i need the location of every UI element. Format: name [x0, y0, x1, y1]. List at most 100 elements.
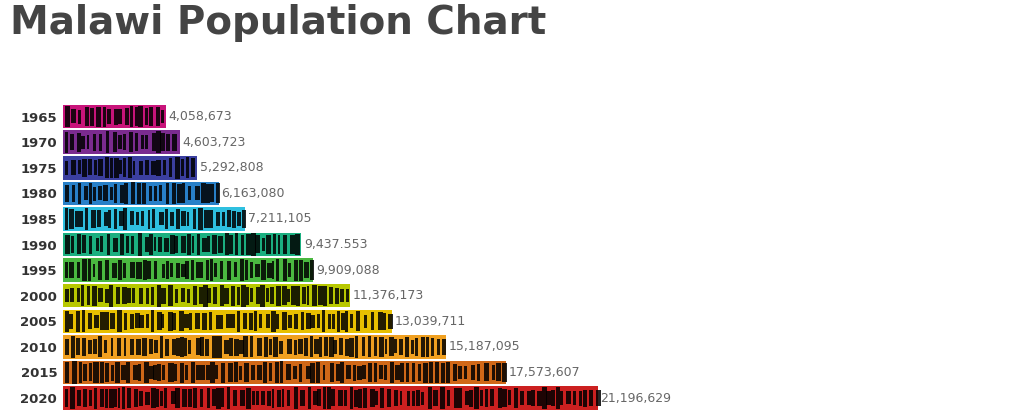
- Bar: [423, 363, 428, 383]
- Bar: [254, 311, 257, 332]
- Bar: [160, 391, 164, 405]
- Text: Malawi Population Chart: Malawi Population Chart: [10, 4, 547, 42]
- Bar: [291, 286, 296, 305]
- Bar: [271, 310, 275, 332]
- Bar: [111, 365, 114, 381]
- Bar: [349, 387, 353, 409]
- Bar: [157, 364, 161, 381]
- Bar: [327, 387, 331, 409]
- Bar: [109, 285, 114, 307]
- Bar: [220, 315, 223, 329]
- Bar: [131, 236, 134, 254]
- Bar: [433, 390, 438, 406]
- Bar: [139, 315, 144, 328]
- Bar: [184, 338, 187, 356]
- Bar: [205, 339, 209, 356]
- Bar: [275, 314, 279, 329]
- Bar: [89, 183, 92, 204]
- Bar: [100, 237, 102, 252]
- Bar: [255, 264, 259, 277]
- Bar: [66, 361, 70, 383]
- Bar: [104, 289, 110, 303]
- Bar: [63, 386, 598, 410]
- Bar: [170, 263, 172, 277]
- Bar: [242, 285, 247, 307]
- Bar: [77, 234, 82, 254]
- Bar: [104, 388, 108, 408]
- Bar: [346, 289, 349, 303]
- Bar: [162, 264, 165, 278]
- Bar: [133, 365, 138, 380]
- Bar: [131, 288, 135, 303]
- Bar: [79, 183, 81, 204]
- Bar: [296, 234, 300, 255]
- Bar: [490, 389, 494, 406]
- Bar: [240, 259, 245, 281]
- Bar: [165, 209, 168, 229]
- Bar: [206, 365, 210, 380]
- Bar: [191, 158, 196, 177]
- Bar: [71, 236, 75, 253]
- Bar: [141, 212, 144, 226]
- Bar: [207, 388, 210, 408]
- Bar: [331, 389, 335, 406]
- Bar: [180, 363, 184, 383]
- Bar: [169, 159, 172, 177]
- Bar: [153, 365, 158, 380]
- Bar: [138, 288, 143, 304]
- Bar: [119, 160, 122, 174]
- Bar: [273, 234, 275, 254]
- Bar: [282, 389, 285, 407]
- Bar: [252, 391, 255, 405]
- Bar: [219, 285, 223, 306]
- Bar: [355, 336, 357, 358]
- Bar: [221, 388, 224, 407]
- Bar: [154, 339, 158, 354]
- Bar: [340, 362, 344, 383]
- Bar: [157, 131, 161, 153]
- Bar: [263, 361, 266, 383]
- Bar: [294, 314, 298, 329]
- Bar: [100, 312, 104, 330]
- Bar: [531, 390, 536, 406]
- Bar: [103, 339, 108, 353]
- Bar: [110, 158, 114, 178]
- Bar: [266, 235, 270, 254]
- Bar: [387, 388, 391, 407]
- Bar: [237, 287, 240, 305]
- Bar: [87, 340, 92, 354]
- Bar: [145, 392, 150, 405]
- Bar: [89, 363, 91, 381]
- Text: 15,187,095: 15,187,095: [449, 340, 520, 353]
- Bar: [224, 234, 229, 256]
- Bar: [465, 391, 469, 405]
- Bar: [306, 313, 310, 329]
- Bar: [542, 388, 547, 409]
- Bar: [243, 313, 247, 329]
- Bar: [72, 185, 75, 202]
- Bar: [161, 133, 166, 151]
- Bar: [388, 314, 393, 329]
- Bar: [294, 260, 298, 281]
- Bar: [215, 365, 218, 379]
- Bar: [172, 183, 176, 204]
- Bar: [316, 362, 321, 383]
- Bar: [288, 263, 291, 277]
- Bar: [201, 262, 203, 278]
- Bar: [63, 156, 197, 180]
- Bar: [288, 390, 290, 406]
- Bar: [226, 315, 231, 328]
- Bar: [89, 236, 91, 254]
- Bar: [374, 363, 377, 382]
- Bar: [71, 387, 76, 409]
- Bar: [236, 233, 239, 256]
- Bar: [66, 289, 69, 302]
- Bar: [246, 287, 249, 305]
- Bar: [130, 211, 134, 225]
- Bar: [262, 238, 264, 251]
- Bar: [109, 210, 111, 228]
- Bar: [80, 211, 83, 227]
- Bar: [63, 105, 166, 128]
- Bar: [416, 390, 420, 406]
- Bar: [114, 109, 118, 124]
